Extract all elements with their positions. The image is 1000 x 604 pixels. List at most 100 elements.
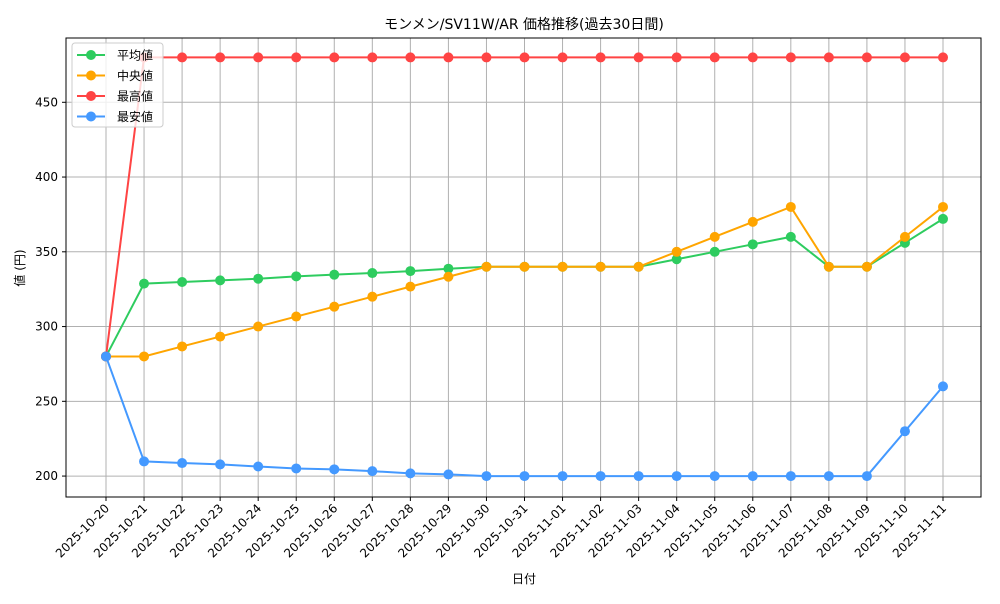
- series-2: [101, 52, 948, 362]
- y-axis: 200 250 300 350 400 450: [35, 95, 66, 483]
- data-point: [329, 269, 340, 280]
- legend-label: 最安値: [117, 109, 153, 124]
- data-point: [709, 246, 720, 257]
- data-point: [519, 52, 530, 63]
- data-point: [481, 261, 492, 272]
- data-point: [747, 471, 758, 482]
- data-point: [253, 273, 264, 284]
- data-point: [938, 201, 948, 212]
- y-tick-label: 300: [35, 320, 58, 334]
- chart-title: モンメン/SV11W/AR 価格推移(過去30日間): [384, 17, 664, 33]
- data-point: [177, 341, 188, 352]
- data-point: [215, 52, 226, 63]
- data-point: [633, 261, 644, 272]
- data-point: [709, 52, 720, 63]
- data-point: [747, 52, 758, 63]
- data-point: [291, 52, 302, 63]
- legend-label: 最高値: [117, 89, 153, 104]
- data-point: [405, 266, 416, 277]
- data-point: [671, 52, 682, 63]
- data-point: [215, 459, 226, 470]
- data-point: [823, 52, 834, 63]
- data-point: [481, 471, 492, 482]
- data-point: [899, 426, 910, 437]
- data-point: [861, 52, 872, 63]
- y-tick-label: 400: [35, 170, 58, 184]
- legend-marker: [86, 50, 96, 60]
- y-axis-label: 値 (円): [12, 249, 27, 286]
- data-point: [861, 471, 872, 482]
- data-point: [633, 52, 644, 63]
- x-axis: 2025-10-202025-10-212025-10-222025-10-23…: [53, 497, 949, 560]
- data-point: [177, 458, 188, 469]
- legend-label: 平均値: [117, 48, 153, 63]
- data-point: [785, 471, 796, 482]
- data-point: [519, 261, 530, 272]
- data-point: [139, 351, 150, 362]
- data-point: [443, 52, 454, 63]
- data-point: [938, 381, 948, 392]
- data-point: [443, 263, 454, 274]
- data-point: [785, 231, 796, 242]
- data-point: [709, 471, 720, 482]
- data-point: [899, 52, 910, 63]
- series-group: [101, 52, 948, 482]
- data-point: [938, 213, 948, 224]
- data-point: [405, 281, 416, 292]
- data-point: [367, 466, 378, 477]
- data-point: [253, 321, 264, 332]
- data-point: [633, 471, 644, 482]
- data-point: [177, 52, 188, 63]
- data-point: [671, 246, 682, 257]
- data-point: [215, 275, 226, 286]
- data-point: [215, 331, 226, 342]
- data-point: [938, 52, 948, 63]
- data-point: [861, 261, 872, 272]
- y-tick-label: 250: [35, 394, 58, 408]
- data-point: [747, 216, 758, 227]
- data-point: [367, 52, 378, 63]
- data-point: [557, 52, 568, 63]
- data-point: [101, 351, 111, 362]
- legend-marker: [86, 91, 96, 101]
- legend-marker: [86, 111, 96, 122]
- data-point: [367, 268, 378, 279]
- data-point: [785, 52, 796, 63]
- data-point: [823, 261, 834, 272]
- data-point: [519, 471, 530, 482]
- y-tick-label: 450: [35, 95, 58, 109]
- data-point: [443, 271, 454, 282]
- data-point: [671, 471, 682, 482]
- y-tick-label: 200: [35, 469, 58, 483]
- y-tick-label: 350: [35, 245, 58, 259]
- data-point: [557, 471, 568, 482]
- data-point: [405, 52, 416, 63]
- data-point: [481, 52, 492, 63]
- data-point: [329, 464, 340, 475]
- plot-frame: [65, 37, 982, 498]
- data-point: [823, 471, 834, 482]
- data-point: [329, 301, 340, 312]
- data-point: [291, 311, 302, 322]
- data-point: [253, 461, 264, 472]
- data-point: [253, 52, 264, 63]
- data-point: [367, 291, 378, 302]
- legend-box: [71, 42, 164, 128]
- data-point: [139, 456, 150, 467]
- data-point: [671, 254, 682, 265]
- data-point: [709, 231, 720, 242]
- data-point: [329, 52, 340, 63]
- data-point: [595, 261, 606, 272]
- data-point: [443, 469, 454, 480]
- data-point: [595, 471, 606, 482]
- legend-label: 中央値: [117, 68, 153, 83]
- data-point: [291, 271, 302, 282]
- data-point: [139, 278, 150, 289]
- data-point: [899, 231, 910, 242]
- series-3: [101, 351, 948, 482]
- data-point: [595, 52, 606, 63]
- data-point: [747, 239, 758, 250]
- data-point: [405, 468, 416, 479]
